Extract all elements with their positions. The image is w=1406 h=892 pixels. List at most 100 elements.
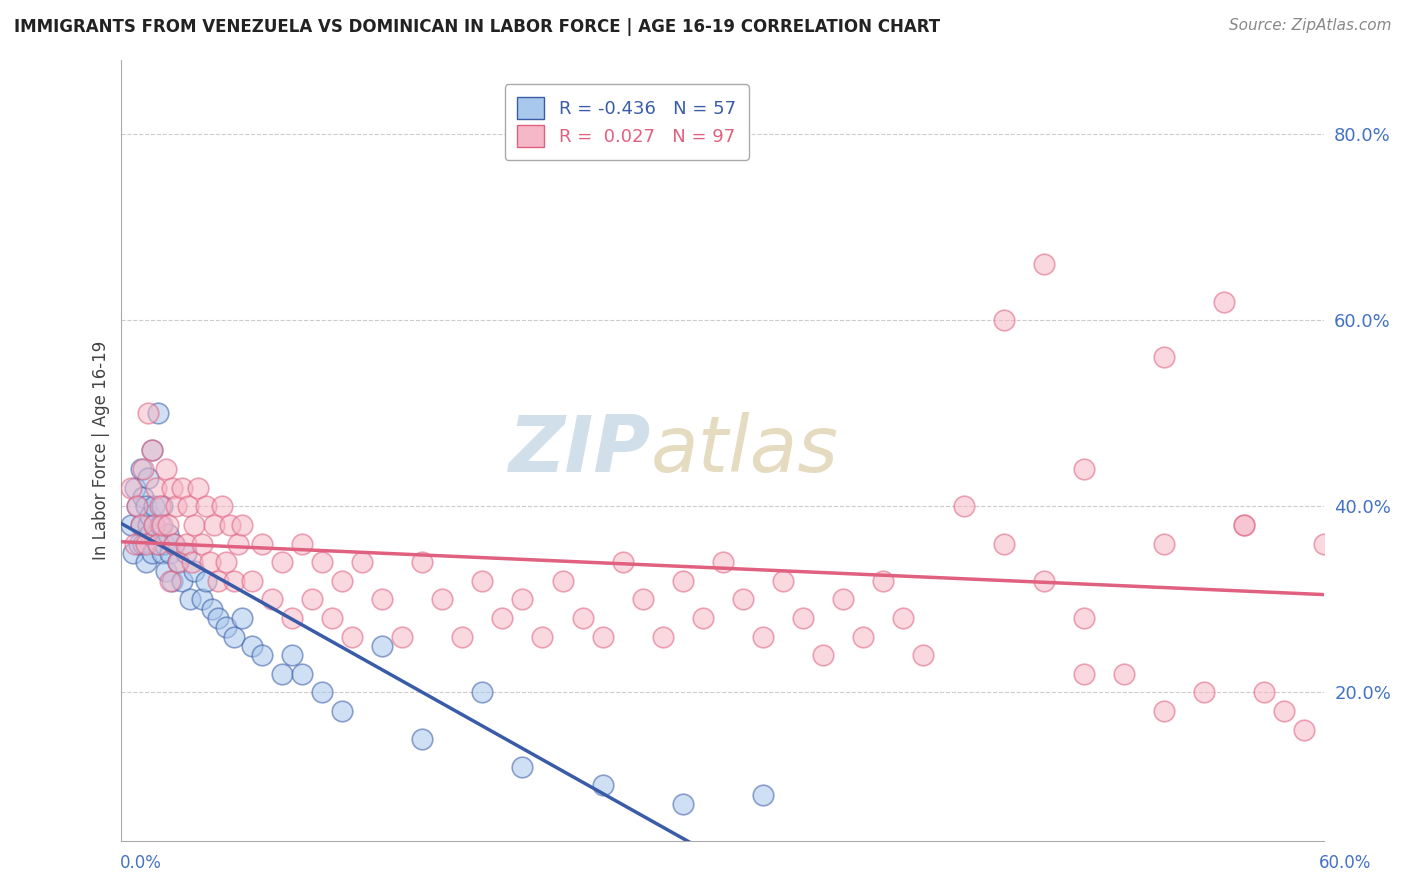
Point	[136, 471, 159, 485]
Point	[159, 574, 181, 588]
Point	[201, 601, 224, 615]
Point	[1213, 294, 1236, 309]
Point	[198, 555, 221, 569]
Point	[141, 546, 163, 560]
Point	[512, 760, 534, 774]
Point	[170, 574, 193, 588]
Point	[124, 536, 146, 550]
Point	[190, 536, 212, 550]
Point	[148, 517, 170, 532]
Point	[491, 611, 513, 625]
Point	[136, 406, 159, 420]
Point	[411, 731, 433, 746]
Point	[194, 500, 217, 514]
Point	[893, 611, 915, 625]
Point	[207, 611, 229, 625]
Point	[211, 500, 233, 514]
Point	[672, 797, 695, 811]
Text: IMMIGRANTS FROM VENEZUELA VS DOMINICAN IN LABOR FORCE | AGE 16-19 CORRELATION CH: IMMIGRANTS FROM VENEZUELA VS DOMINICAN I…	[14, 18, 941, 36]
Point	[134, 500, 156, 514]
Point	[1073, 666, 1095, 681]
Point	[1294, 723, 1316, 737]
Point	[231, 611, 253, 625]
Point	[132, 490, 155, 504]
Point	[145, 481, 167, 495]
Point	[811, 648, 834, 663]
Point	[159, 546, 181, 560]
Point	[531, 630, 554, 644]
Point	[124, 481, 146, 495]
Legend: R = -0.436   N = 57, R =  0.027   N = 97: R = -0.436 N = 57, R = 0.027 N = 97	[505, 84, 748, 160]
Point	[451, 630, 474, 644]
Point	[711, 555, 734, 569]
Point	[330, 704, 353, 718]
Point	[1073, 462, 1095, 476]
Point	[121, 517, 143, 532]
Point	[142, 500, 165, 514]
Point	[142, 517, 165, 532]
Text: Source: ZipAtlas.com: Source: ZipAtlas.com	[1229, 18, 1392, 33]
Point	[127, 500, 149, 514]
Point	[672, 574, 695, 588]
Point	[150, 500, 173, 514]
Point	[180, 555, 202, 569]
Point	[132, 462, 155, 476]
Point	[215, 555, 238, 569]
Point	[165, 500, 187, 514]
Point	[1313, 536, 1336, 550]
Point	[471, 685, 494, 699]
Point	[311, 555, 333, 569]
Point	[127, 500, 149, 514]
Point	[160, 574, 183, 588]
Point	[260, 592, 283, 607]
Point	[281, 611, 304, 625]
Point	[170, 481, 193, 495]
Point	[631, 592, 654, 607]
Point	[240, 639, 263, 653]
Point	[202, 517, 225, 532]
Point	[371, 639, 394, 653]
Point	[391, 630, 413, 644]
Point	[1233, 517, 1256, 532]
Point	[350, 555, 373, 569]
Point	[136, 517, 159, 532]
Point	[1032, 257, 1054, 271]
Point	[155, 462, 177, 476]
Point	[134, 555, 156, 569]
Point	[330, 574, 353, 588]
Point	[270, 555, 292, 569]
Point	[160, 481, 183, 495]
Point	[731, 592, 754, 607]
Point	[222, 574, 245, 588]
Point	[692, 611, 714, 625]
Point	[371, 592, 394, 607]
Point	[301, 592, 323, 607]
Point	[183, 517, 205, 532]
Point	[131, 517, 153, 532]
Point	[222, 630, 245, 644]
Point	[1073, 611, 1095, 625]
Point	[321, 611, 343, 625]
Point	[592, 779, 614, 793]
Point	[142, 517, 165, 532]
Text: 60.0%: 60.0%	[1319, 855, 1371, 872]
Point	[226, 536, 249, 550]
Point	[1192, 685, 1215, 699]
Point	[512, 592, 534, 607]
Point	[912, 648, 935, 663]
Point	[138, 527, 160, 541]
Point	[146, 536, 169, 550]
Point	[250, 648, 273, 663]
Point	[148, 500, 170, 514]
Point	[752, 630, 775, 644]
Point	[156, 527, 179, 541]
Point	[194, 574, 217, 588]
Point	[141, 443, 163, 458]
Point	[311, 685, 333, 699]
Point	[651, 630, 673, 644]
Point	[852, 630, 875, 644]
Point	[471, 574, 494, 588]
Point	[291, 536, 314, 550]
Point	[138, 508, 160, 523]
Point	[134, 536, 156, 550]
